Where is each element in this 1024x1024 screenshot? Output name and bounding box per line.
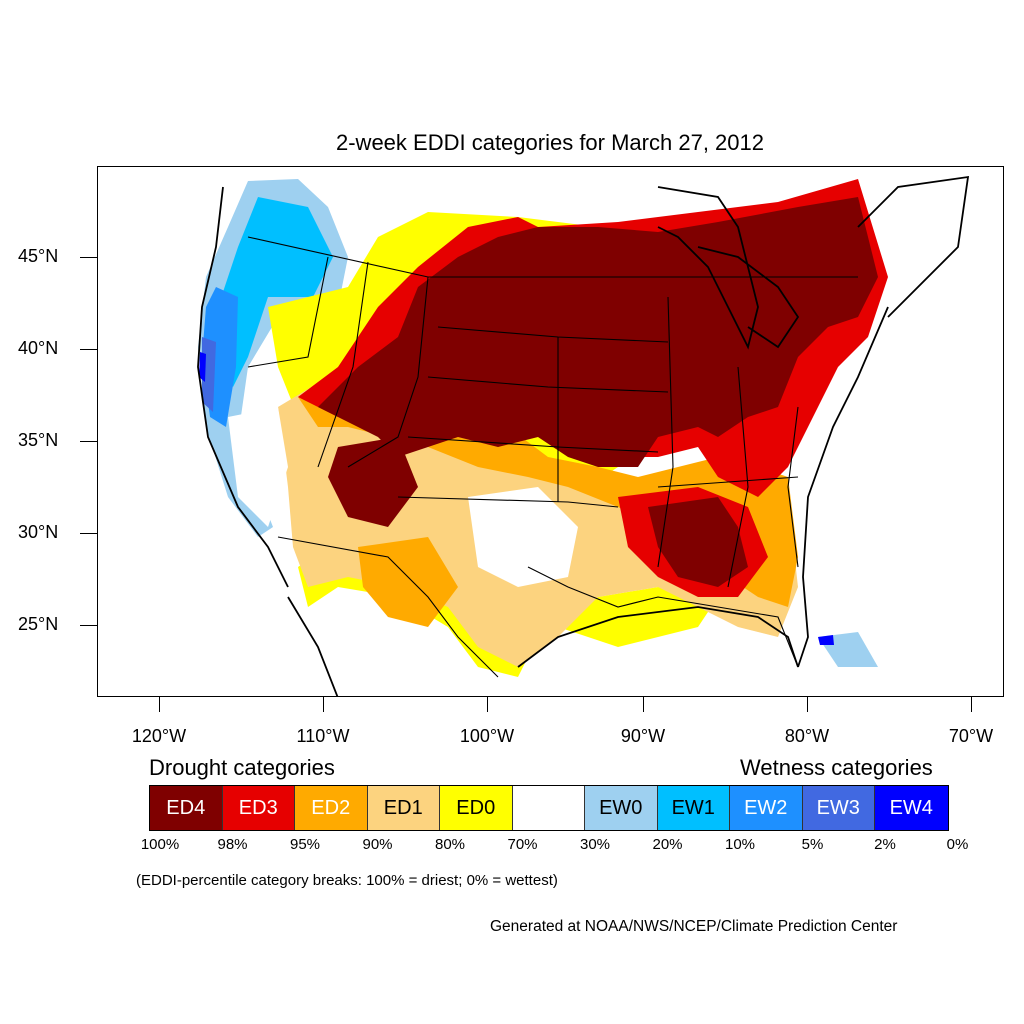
break-label: 100% — [140, 836, 180, 853]
lon-tick — [159, 697, 160, 712]
lon-tick — [643, 697, 644, 712]
break-label: 10% — [724, 836, 756, 853]
wet-ew4-region — [199, 352, 206, 382]
lat-tick — [80, 349, 97, 350]
break-label: 20% — [652, 836, 683, 853]
drought-ed4-southwest — [328, 437, 418, 527]
conus-eddi-map — [197, 175, 970, 696]
legend-cell-ed1: ED1 — [367, 786, 440, 830]
lon-label-120w: 120°W — [131, 726, 187, 746]
wet-bahamas — [818, 635, 834, 645]
lon-tick — [971, 697, 972, 712]
lat-label-25: 25°N — [18, 614, 59, 634]
legend-cell-ed2: ED2 — [295, 786, 368, 830]
legend-cell-ed0: ED0 — [440, 786, 513, 830]
lon-label-70w: 70°W — [948, 726, 994, 746]
break-label: 0% — [946, 836, 969, 853]
break-label: 5% — [801, 836, 824, 853]
legend-cell-near-normal — [512, 786, 585, 830]
legend-cell-ew2: EW2 — [730, 786, 803, 830]
break-label: 98% — [217, 836, 248, 853]
lat-label-35: 35°N — [18, 430, 59, 450]
drought-ed4-region — [318, 197, 878, 467]
drought-ed4-southeast — [648, 497, 748, 587]
break-label: 80% — [434, 836, 466, 853]
coastlines — [197, 175, 970, 696]
category-legend-bar: ED4 ED3 ED2 ED1 ED0 EW0 EW1 EW2 EW3 EW4 — [149, 785, 949, 831]
near-normal-texas — [468, 487, 578, 587]
break-label: 90% — [362, 836, 393, 853]
map-panel — [97, 166, 1004, 697]
break-label: 30% — [579, 836, 611, 853]
lon-label-110w: 110°W — [296, 726, 350, 746]
lon-tick — [807, 697, 808, 712]
legend-cell-ew4: EW4 — [875, 786, 948, 830]
near-normal-nevada — [228, 407, 288, 527]
lon-label-80w: 80°W — [784, 726, 830, 746]
lon-tick — [323, 697, 324, 712]
lon-label-100w: 100°W — [459, 726, 515, 746]
wet-ew1-region — [218, 197, 333, 387]
break-label: 70% — [507, 836, 538, 853]
break-label: 2% — [874, 836, 896, 853]
wetness-categories-heading: Wetness categories — [740, 755, 933, 780]
legend-cell-ed4: ED4 — [150, 786, 223, 830]
lat-tick — [80, 441, 97, 442]
lat-label-30: 30°N — [18, 522, 59, 542]
legend-cell-ew3: EW3 — [802, 786, 875, 830]
lat-label-45: 45°N — [18, 246, 59, 266]
boundaries — [247, 236, 858, 678]
lat-tick — [80, 625, 97, 626]
legend-cell-ew1: EW1 — [657, 786, 730, 830]
drought-categories-heading: Drought categories — [149, 755, 335, 780]
lon-label-90w: 90°W — [620, 726, 666, 746]
lon-tick — [487, 697, 488, 712]
map-title: 2-week EDDI categories for March 27, 201… — [336, 130, 764, 155]
legend-cell-ew0: EW0 — [585, 786, 658, 830]
lat-label-40: 40°N — [18, 338, 59, 358]
lat-tick — [80, 533, 97, 534]
percentile-note: (EDDI-percentile category breaks: 100% =… — [136, 872, 558, 889]
credit-line: Generated at NOAA/NWS/NCEP/Climate Predi… — [490, 918, 898, 935]
lat-tick — [80, 257, 97, 258]
legend-cell-ed3: ED3 — [222, 786, 295, 830]
break-label: 95% — [289, 836, 321, 853]
